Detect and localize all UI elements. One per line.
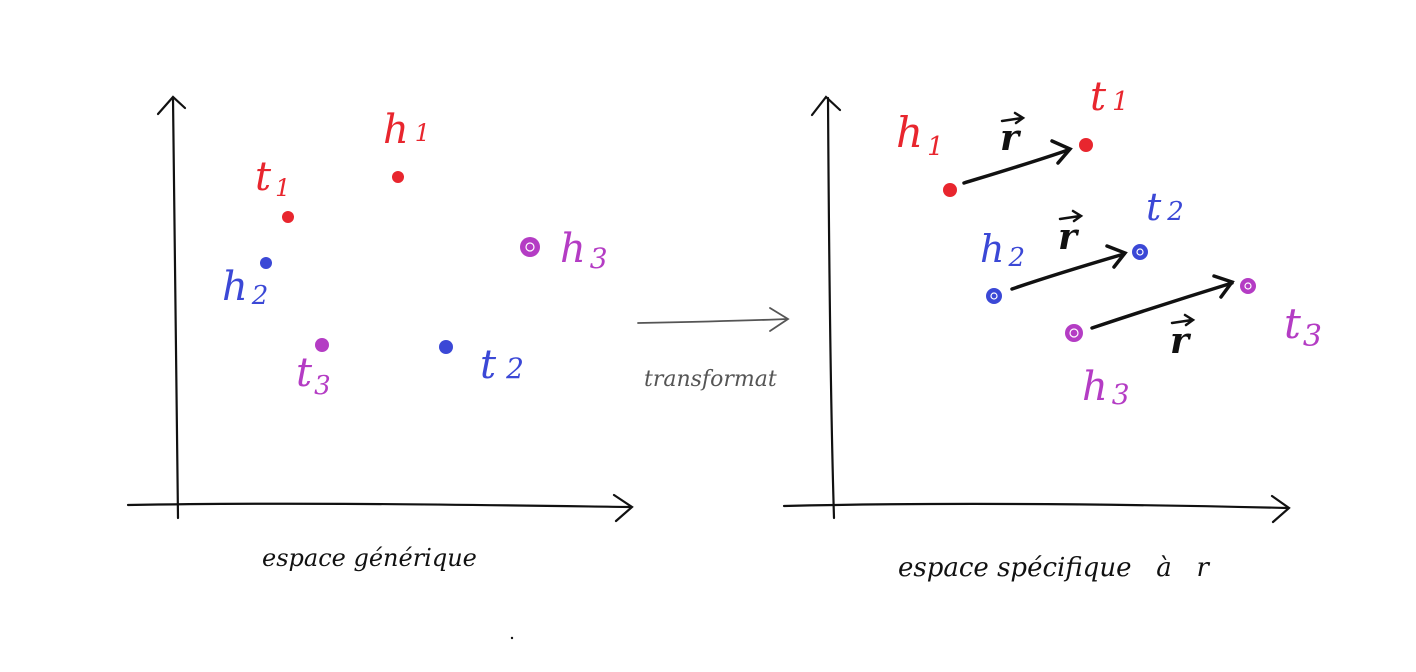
left-label-h3-sub: 3 <box>590 242 608 275</box>
left-caption: espace générique <box>262 544 477 572</box>
left-point-t2 <box>439 340 453 354</box>
right-point-h1 <box>943 183 957 197</box>
transform-label: transformat <box>644 367 777 392</box>
right-label-h3-letter: h <box>1082 364 1108 410</box>
right-label-t2-sub: 2 <box>1166 197 1184 227</box>
left-point-t3 <box>315 338 329 352</box>
right-point-h3 <box>1065 324 1083 342</box>
right-x-axis <box>782 502 1290 510</box>
left-label-h3-letter: h <box>560 226 586 272</box>
left-y-axis-arrowhead <box>156 95 187 116</box>
right-point-h2-ring <box>990 292 998 300</box>
right-point-t1 <box>1079 138 1093 152</box>
relation-arrow-1 <box>962 148 1070 185</box>
transform-arrow <box>637 318 788 324</box>
left-x-axis-arrowhead <box>612 493 634 523</box>
relation-arrowhead-2 <box>1105 244 1128 269</box>
left-point-h3-ring <box>525 242 535 252</box>
left-point-t1 <box>282 211 294 223</box>
relation-label-3: r <box>1170 313 1196 362</box>
right-label-h1-letter: h <box>896 108 923 157</box>
right-label-t3-letter: t <box>1284 299 1301 348</box>
right-y-axis-arrowhead <box>810 95 842 117</box>
right-label-t3-sub: 3 <box>1303 319 1322 354</box>
right-label-h3-sub: 3 <box>1112 378 1130 411</box>
left-label-h2-letter: h <box>222 264 248 310</box>
left-y-axis <box>171 96 180 520</box>
left-label-t1-sub: 1 <box>275 174 290 202</box>
right-caption: espace spécifique à r <box>898 553 1211 583</box>
left-x-axis <box>126 502 632 509</box>
left-label-h2-sub: 2 <box>251 281 269 311</box>
transform-arrow-group: transformat <box>637 307 790 392</box>
right-point-h3-ring <box>1069 328 1079 338</box>
right-label-t3: t3 <box>1284 299 1322 354</box>
relation-label-3-text: r <box>1170 320 1192 362</box>
left-label-t3-sub: 3 <box>314 371 331 401</box>
right-y-axis <box>826 96 836 520</box>
right-label-h2-sub: 2 <box>1007 243 1025 273</box>
vector-arrow-icon <box>1058 209 1084 223</box>
left-point-h2 <box>260 257 272 269</box>
relation-label-2-text: r <box>1058 216 1080 258</box>
left-label-t3-letter: t <box>296 350 313 396</box>
stray-dot <box>510 636 514 640</box>
right-label-h1-sub: 1 <box>927 132 944 162</box>
vector-arrow-icon <box>1000 111 1026 125</box>
right-point-t3-ring <box>1244 282 1252 290</box>
right-point-t2 <box>1132 244 1148 260</box>
relation-arrow-2 <box>1010 252 1126 291</box>
relation-label-1: r <box>1000 111 1026 159</box>
right-point-h2 <box>986 288 1002 304</box>
right-label-t2-letter: t <box>1146 185 1162 229</box>
left-label-t2-sub: 2 <box>505 352 524 385</box>
right-point-t3 <box>1240 278 1256 294</box>
right-point-t2-ring <box>1136 248 1144 256</box>
relation-arrow-3 <box>1090 281 1234 330</box>
left-label-t2-letter: t <box>480 342 497 388</box>
transform-arrowhead <box>769 307 790 332</box>
right-label-h2-letter: h <box>980 227 1004 271</box>
left-label-t1-letter: t <box>255 154 272 200</box>
right-label-t1-sub: 1 <box>1112 87 1129 117</box>
relation-arrowhead-1 <box>1050 139 1073 165</box>
left-label-h1-sub: 1 <box>415 119 430 147</box>
right-x-axis-arrowhead <box>1270 494 1291 524</box>
relation-label-1-text: r <box>1000 117 1022 159</box>
left-point-h3 <box>520 237 540 257</box>
right-label-t1-letter: t <box>1090 74 1107 120</box>
left-label-h1-letter: h <box>383 107 409 153</box>
left-label-t3: t3 <box>296 350 331 401</box>
relation-arrowhead-3 <box>1212 274 1235 299</box>
vector-arrow-icon <box>1170 313 1196 327</box>
relation-label-2: r <box>1058 209 1084 258</box>
left-point-h1 <box>392 171 404 183</box>
